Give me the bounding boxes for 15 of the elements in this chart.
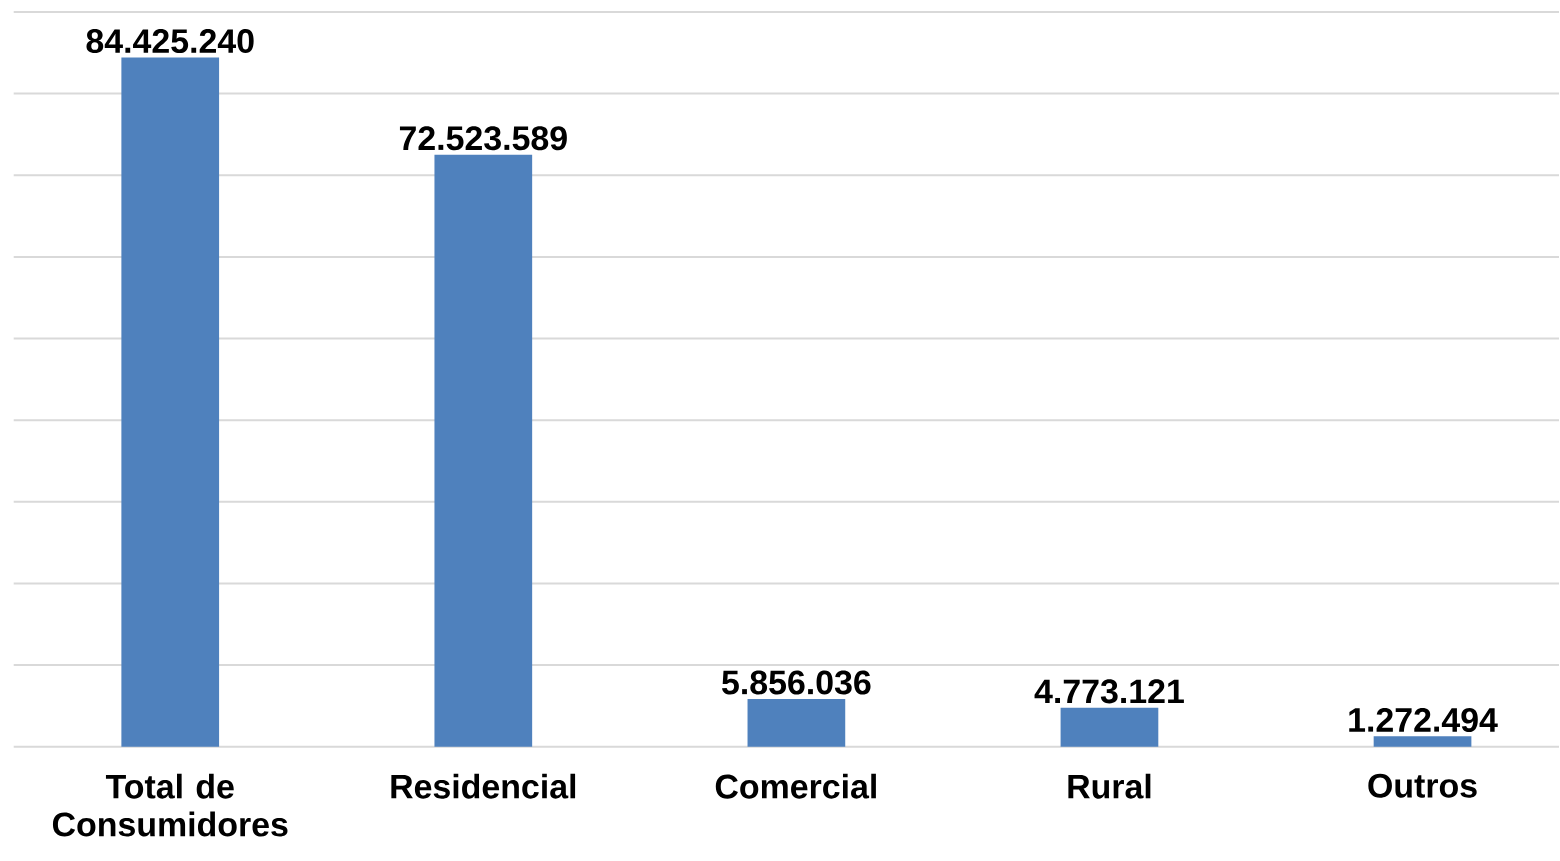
data-label: 1.272.494: [1349, 707, 1498, 732]
bar: [1373, 736, 1472, 747]
data-label: 4.773.121: [1034, 679, 1184, 704]
x-tick-label: Outros: [1368, 773, 1477, 798]
x-tick-label: Residencial: [391, 773, 576, 799]
bar: [747, 698, 846, 747]
bar: [121, 57, 220, 747]
data-label: 72.523.589: [399, 126, 567, 151]
data-label: 5.856.036: [722, 670, 871, 695]
x-tick-label: Total de Consumidores: [52, 773, 288, 837]
x-tick-label: Rural: [1068, 773, 1151, 799]
data-label: 84.425.240: [86, 28, 254, 53]
bar: [434, 154, 533, 747]
x-tick-label: Comercial: [715, 773, 876, 799]
bar: [1060, 707, 1159, 747]
